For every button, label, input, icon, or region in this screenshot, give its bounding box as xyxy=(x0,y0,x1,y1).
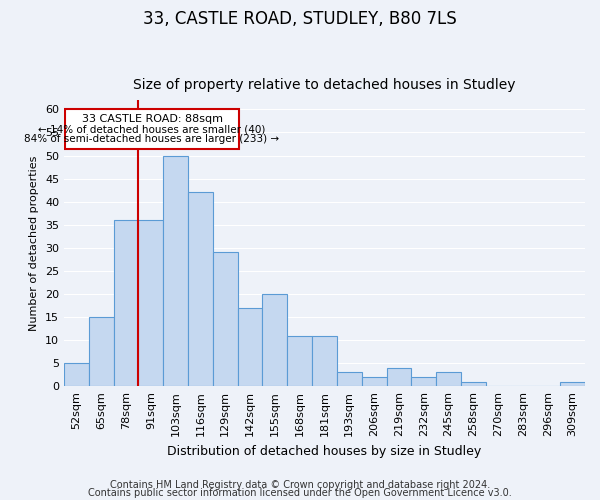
X-axis label: Distribution of detached houses by size in Studley: Distribution of detached houses by size … xyxy=(167,444,482,458)
Bar xyxy=(64,363,89,386)
Bar xyxy=(412,377,436,386)
Bar xyxy=(560,382,585,386)
Text: 84% of semi-detached houses are larger (233) →: 84% of semi-detached houses are larger (… xyxy=(25,134,280,144)
Text: Contains HM Land Registry data © Crown copyright and database right 2024.: Contains HM Land Registry data © Crown c… xyxy=(110,480,490,490)
Text: Contains public sector information licensed under the Open Government Licence v3: Contains public sector information licen… xyxy=(88,488,512,498)
Text: 33, CASTLE ROAD, STUDLEY, B80 7LS: 33, CASTLE ROAD, STUDLEY, B80 7LS xyxy=(143,10,457,28)
Title: Size of property relative to detached houses in Studley: Size of property relative to detached ho… xyxy=(133,78,516,92)
Bar xyxy=(89,317,113,386)
Bar xyxy=(238,308,262,386)
Bar xyxy=(163,156,188,386)
Text: ← 14% of detached houses are smaller (40): ← 14% of detached houses are smaller (40… xyxy=(38,124,266,134)
Bar xyxy=(113,220,139,386)
Bar xyxy=(312,336,337,386)
Bar xyxy=(461,382,486,386)
Bar xyxy=(386,368,412,386)
Bar xyxy=(139,220,163,386)
Y-axis label: Number of detached properties: Number of detached properties xyxy=(29,156,40,331)
Bar xyxy=(362,377,386,386)
Bar xyxy=(287,336,312,386)
Text: 33 CASTLE ROAD: 88sqm: 33 CASTLE ROAD: 88sqm xyxy=(82,114,223,124)
Bar xyxy=(188,192,213,386)
Bar xyxy=(213,252,238,386)
Bar xyxy=(337,372,362,386)
Bar xyxy=(436,372,461,386)
Bar xyxy=(262,294,287,386)
FancyBboxPatch shape xyxy=(65,110,239,148)
